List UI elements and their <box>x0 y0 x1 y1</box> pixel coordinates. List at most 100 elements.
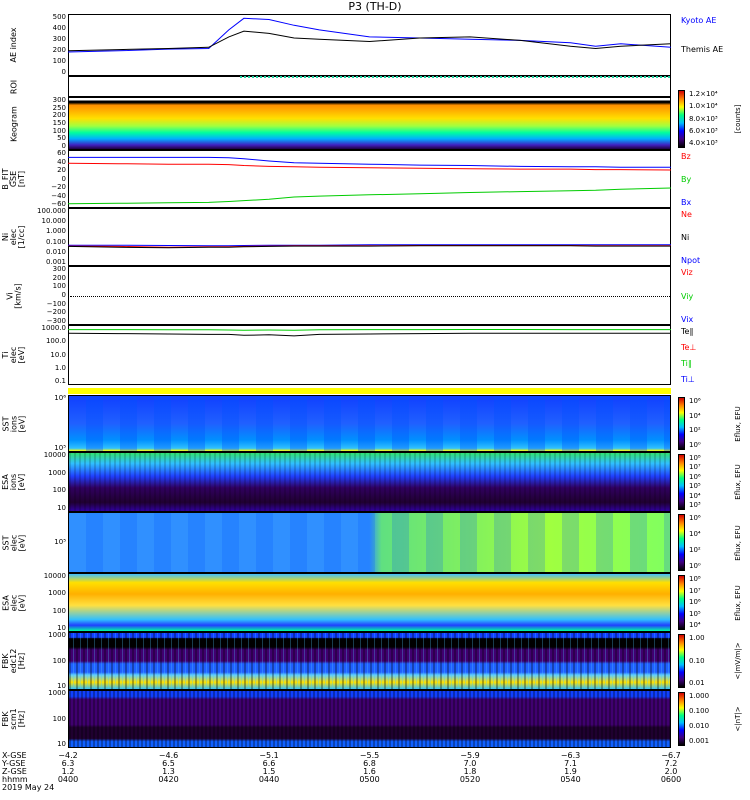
bfit-series-bx <box>68 156 671 168</box>
y-tick-label: 100.0 <box>45 337 66 346</box>
position-value: −5.9 <box>460 751 480 760</box>
y-tick-label: 200 <box>52 111 66 120</box>
y-tick-label: 400 <box>52 24 66 32</box>
position-value: −6.3 <box>560 751 581 760</box>
legend-te: Te∥ <box>681 327 694 336</box>
position-value: 6.6 <box>262 759 276 768</box>
y-tick-label: 0.010 <box>45 247 66 256</box>
y-tick-label: 0 <box>61 142 66 150</box>
colorbar-tick-label: 1.000 <box>689 692 710 700</box>
y-tick-label: 0.100 <box>45 237 66 246</box>
y-tick-label: 1000 <box>48 631 66 639</box>
y-tick-label: 50 <box>57 134 66 143</box>
colorbar <box>678 634 685 688</box>
colorbar-tick-label: 6.0×10³ <box>689 126 718 135</box>
ephemeris-bar <box>68 388 671 394</box>
y-tick-label: 300 <box>52 35 66 43</box>
colorbar-tick-label: 0.10 <box>689 656 705 665</box>
position-value: 1.8 <box>463 767 477 776</box>
y-tick-label: 20 <box>57 166 66 174</box>
bfit-series-bz <box>67 162 672 171</box>
panel-sst-ion <box>68 395 671 452</box>
ephemeris-row-label: Z-GSE <box>2 767 27 776</box>
y-tick-label: −20 <box>51 183 66 191</box>
time-tick-label: 0520 <box>459 775 481 784</box>
colorbar-tick-label: 4.0×10³ <box>689 139 718 147</box>
colorbar-tick-label: 10⁶ <box>689 598 701 606</box>
legend-bz: Bz <box>681 152 691 161</box>
position-value: 1.6 <box>363 767 376 776</box>
panel-ae <box>68 14 671 76</box>
y-tick-label: −100 <box>46 299 66 308</box>
position-value: 1.9 <box>564 767 577 776</box>
time-tick-label: 0420 <box>158 775 179 784</box>
colorbar-tick-label: 10⁵ <box>689 609 701 618</box>
colorbar-tick-label: 10⁰ <box>689 441 701 449</box>
colorbar-tick-label: 10⁴ <box>689 411 701 420</box>
position-value: −5.5 <box>359 751 380 760</box>
ae-series-themisae <box>67 30 672 52</box>
y-tick-label: 100 <box>52 714 66 723</box>
ephemeris-column: −6.7 7.2 2.0 0600 <box>657 752 685 784</box>
panel-vi <box>68 266 671 325</box>
legend-themisae: Themis AE <box>681 45 724 54</box>
colorbar <box>678 90 685 148</box>
y-tick-label: 10.0 <box>50 350 66 359</box>
ni-series-npot <box>68 244 671 247</box>
ti-series-te <box>67 332 671 337</box>
position-value: 1.2 <box>61 767 75 776</box>
time-tick-label: 0400 <box>57 775 79 784</box>
colorbar-tick-label: 0.100 <box>689 707 710 715</box>
colorbar-tick-label: 10² <box>689 546 701 554</box>
colorbar-tick-label: 10⁴ <box>689 530 701 538</box>
colorbar-tick-label: 10⁶ <box>689 514 701 522</box>
time-tick-label: 0600 <box>660 775 682 784</box>
panel-keogram <box>68 97 671 150</box>
y-tick-label: 10⁵ <box>54 444 66 452</box>
panel-ti <box>68 325 671 385</box>
colorbar-tick-label: 10⁷ <box>689 463 701 472</box>
legend-npot: Npot <box>681 256 701 265</box>
colorbar-tick-label: 10⁰ <box>689 562 701 570</box>
ephemeris-column: −5.1 6.6 1.5 0440 <box>255 752 283 784</box>
legend-vix: Vix <box>681 315 694 324</box>
y-tick-label: 40 <box>57 157 66 166</box>
y-tick-label: 1.0 <box>54 363 66 372</box>
panel-bfit <box>68 150 671 208</box>
y-tick-label: 10000 <box>43 572 66 580</box>
y-tick-label: 100.000 <box>37 207 66 215</box>
colorbar <box>678 692 685 746</box>
y-tick-label: 0 <box>61 68 66 76</box>
y-tick-label: 10 <box>57 682 66 690</box>
colorbar-tick-label: 10⁸ <box>689 575 701 583</box>
legend-ni: Ni <box>681 233 690 242</box>
legend-ne: Ne <box>681 210 692 219</box>
colorbar-tick-label: 8.0×10³ <box>689 114 718 123</box>
ephemeris-column: −5.5 6.8 1.6 0500 <box>356 752 384 784</box>
ephemeris-row-label: Y-GSE <box>2 759 26 768</box>
y-tick-label: 0 <box>61 174 66 183</box>
colorbar-tick-label: 0.010 <box>689 722 710 730</box>
y-tick-label: 10.000 <box>41 217 67 226</box>
ephemeris-column: −5.9 7.0 1.8 0520 <box>456 752 484 784</box>
colorbar <box>678 454 685 510</box>
position-value: 7.1 <box>564 759 577 768</box>
y-tick-label: 150 <box>52 119 66 127</box>
ephemeris-column: −4.2 6.3 1.2 0400 <box>54 752 82 784</box>
position-value: 2.0 <box>664 767 678 776</box>
vi-zero-line <box>70 296 670 297</box>
y-tick-label: −300 <box>46 317 66 325</box>
position-value: 6.3 <box>61 759 75 768</box>
y-tick-label: 100 <box>52 486 66 495</box>
y-tick-label: 10⁶ <box>54 394 66 402</box>
y-tick-label: 200 <box>52 273 66 282</box>
y-tick-label: 100 <box>52 126 66 135</box>
y-tick-label: 300 <box>52 96 66 104</box>
ephemeris-row-label: hhmm <box>2 775 28 784</box>
panel-sst-elec <box>68 512 671 573</box>
y-tick-label: 1000 <box>48 589 66 598</box>
y-tick-label: 100 <box>52 57 66 65</box>
colorbar-tick-label: 10⁴ <box>689 621 701 629</box>
position-value: −4.2 <box>58 751 78 760</box>
legend-kyotoae: Kyoto AE <box>681 16 717 25</box>
